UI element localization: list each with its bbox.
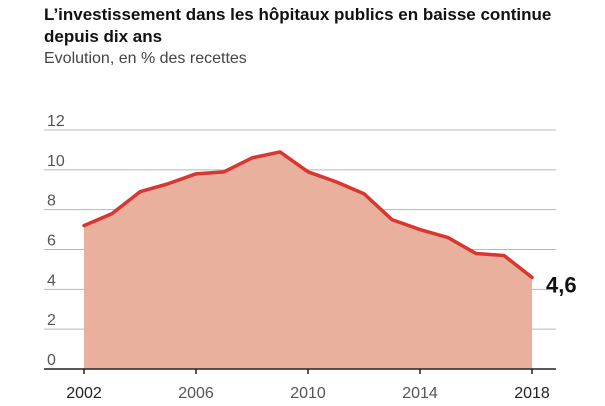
chart-subtitle: Evolution, en % des recettes [44,50,247,67]
chart-title: L’investissement dans les hôpitaux publi… [44,5,552,46]
data-point-2011 [334,180,338,183]
data-point-2008 [250,156,254,160]
data-point-2018 [530,276,534,279]
data-point-2013 [390,218,394,221]
data-point-2007 [222,170,226,174]
x-tick-label-2014: 2014 [402,385,438,402]
y-tick-label-0: 0 [47,352,56,369]
data-point-2010 [306,170,310,174]
data-point-2006 [194,172,198,176]
data-point-2003 [110,212,114,215]
end-value-label: 4,6 [546,272,577,297]
data-point-2015 [446,236,450,239]
data-point-2014 [418,228,422,231]
x-tick-labels: 2002 2006 2010 2014 2018 [66,369,550,402]
data-point-2002 [82,224,86,227]
data-point-2012 [362,192,366,195]
y-tick-label-2: 2 [47,312,56,329]
x-tick-label-2002: 2002 [66,385,102,402]
y-tick-label-10: 10 [47,153,65,170]
y-tick-label-6: 6 [47,233,56,250]
data-point-2017 [502,254,506,257]
y-tick-labels: 0 2 4 6 8 10 12 [47,113,65,369]
data-point-2009 [278,150,282,154]
series-area-fill [84,151,532,369]
y-tick-label-12: 12 [47,113,65,130]
data-point-2005 [166,182,170,185]
x-tick-label-2006: 2006 [178,385,214,402]
data-point-2004 [138,190,142,193]
y-tick-label-8: 8 [47,193,56,210]
x-tick-label-2010: 2010 [290,385,326,402]
series-points [82,150,534,279]
y-tick-label-4: 4 [47,272,56,289]
x-tick-label-2018: 2018 [514,385,550,402]
data-point-2016 [474,252,478,255]
